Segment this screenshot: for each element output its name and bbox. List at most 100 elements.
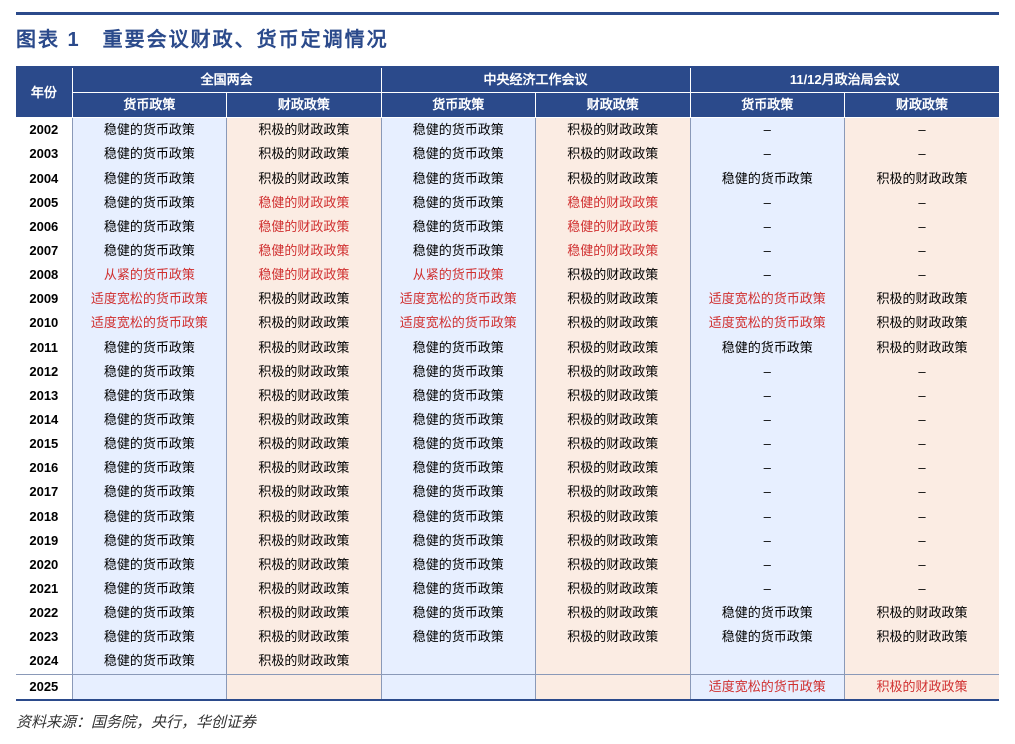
monetary-cell: [381, 674, 535, 700]
sub-fiscal: 财政政策: [844, 93, 999, 118]
sub-monetary: 货币政策: [72, 93, 226, 118]
monetary-cell: –: [690, 480, 844, 504]
chart-title: 图表 1 重要会议财政、货币定调情况: [16, 29, 389, 51]
monetary-cell: 稳健的货币政策: [381, 360, 535, 384]
fiscal-cell: 积极的财政政策: [536, 577, 690, 601]
fiscal-cell: –: [844, 505, 999, 529]
monetary-cell: 稳健的货币政策: [381, 432, 535, 456]
monetary-cell: 稳健的货币政策: [690, 625, 844, 649]
monetary-cell: 稳健的货币政策: [381, 384, 535, 408]
fiscal-cell: 积极的财政政策: [227, 167, 381, 191]
fiscal-cell: 积极的财政政策: [536, 142, 690, 166]
table-row: 2025适度宽松的货币政策积极的财政政策: [16, 674, 999, 700]
group-lianghui: 全国两会: [72, 67, 381, 93]
table-row: 2009适度宽松的货币政策积极的财政政策适度宽松的货币政策积极的财政政策适度宽松…: [16, 287, 999, 311]
monetary-cell: 稳健的货币政策: [72, 529, 226, 553]
fiscal-cell: 积极的财政政策: [227, 336, 381, 360]
monetary-cell: 稳健的货币政策: [381, 142, 535, 166]
fiscal-cell: 积极的财政政策: [536, 287, 690, 311]
fiscal-cell: 积极的财政政策: [844, 167, 999, 191]
fiscal-cell: –: [844, 360, 999, 384]
year-cell: 2005: [16, 191, 72, 215]
year-cell: 2023: [16, 625, 72, 649]
fiscal-cell: 稳健的财政政策: [227, 263, 381, 287]
fiscal-cell: 积极的财政政策: [844, 336, 999, 360]
table-row: 2004稳健的货币政策积极的财政政策稳健的货币政策积极的财政政策稳健的货币政策积…: [16, 167, 999, 191]
monetary-cell: 从紧的货币政策: [72, 263, 226, 287]
table-header: 年份 全国两会 中央经济工作会议 11/12月政治局会议 货币政策 财政政策 货…: [16, 67, 999, 118]
monetary-cell: 适度宽松的货币政策: [690, 311, 844, 335]
monetary-cell: 稳健的货币政策: [72, 384, 226, 408]
fiscal-cell: –: [844, 480, 999, 504]
year-cell: 2010: [16, 311, 72, 335]
year-cell: 2012: [16, 360, 72, 384]
fiscal-cell: 积极的财政政策: [844, 601, 999, 625]
fiscal-cell: 积极的财政政策: [536, 456, 690, 480]
fiscal-cell: –: [844, 384, 999, 408]
year-cell: 2025: [16, 674, 72, 700]
fiscal-cell: 积极的财政政策: [844, 287, 999, 311]
monetary-cell: 稳健的货币政策: [72, 118, 226, 143]
fiscal-cell: 积极的财政政策: [227, 384, 381, 408]
table-row: 2020稳健的货币政策积极的财政政策稳健的货币政策积极的财政政策––: [16, 553, 999, 577]
fiscal-cell: 稳健的财政政策: [227, 215, 381, 239]
sub-monetary: 货币政策: [381, 93, 535, 118]
fiscal-cell: –: [844, 263, 999, 287]
year-cell: 2024: [16, 649, 72, 674]
monetary-cell: 稳健的货币政策: [72, 649, 226, 674]
monetary-cell: 稳健的货币政策: [381, 336, 535, 360]
fiscal-cell: 积极的财政政策: [536, 360, 690, 384]
table-row: 2018稳健的货币政策积极的财政政策稳健的货币政策积极的财政政策––: [16, 505, 999, 529]
fiscal-cell: 积极的财政政策: [227, 649, 381, 674]
monetary-cell: 稳健的货币政策: [381, 239, 535, 263]
monetary-cell: 稳健的货币政策: [72, 239, 226, 263]
monetary-cell: 稳健的货币政策: [381, 577, 535, 601]
monetary-cell: –: [690, 529, 844, 553]
monetary-cell: –: [690, 456, 844, 480]
fiscal-cell: –: [844, 408, 999, 432]
monetary-cell: 稳健的货币政策: [72, 408, 226, 432]
table-row: 2017稳健的货币政策积极的财政政策稳健的货币政策积极的财政政策––: [16, 480, 999, 504]
fiscal-cell: [227, 674, 381, 700]
table-row: 2015稳健的货币政策积极的财政政策稳健的货币政策积极的财政政策––: [16, 432, 999, 456]
fiscal-cell: 积极的财政政策: [227, 360, 381, 384]
monetary-cell: –: [690, 263, 844, 287]
fiscal-cell: 积极的财政政策: [227, 311, 381, 335]
monetary-cell: 稳健的货币政策: [381, 480, 535, 504]
monetary-cell: –: [690, 239, 844, 263]
fiscal-cell: –: [844, 191, 999, 215]
year-cell: 2019: [16, 529, 72, 553]
fiscal-cell: 积极的财政政策: [227, 529, 381, 553]
year-cell: 2003: [16, 142, 72, 166]
year-cell: 2020: [16, 553, 72, 577]
monetary-cell: 适度宽松的货币政策: [381, 311, 535, 335]
fiscal-cell: 积极的财政政策: [536, 480, 690, 504]
fiscal-cell: 积极的财政政策: [844, 311, 999, 335]
year-cell: 2014: [16, 408, 72, 432]
year-cell: 2022: [16, 601, 72, 625]
year-cell: 2007: [16, 239, 72, 263]
year-cell: 2021: [16, 577, 72, 601]
monetary-cell: 稳健的货币政策: [72, 336, 226, 360]
monetary-cell: 稳健的货币政策: [381, 553, 535, 577]
fiscal-cell: 稳健的财政政策: [227, 191, 381, 215]
year-cell: 2018: [16, 505, 72, 529]
fiscal-cell: –: [844, 215, 999, 239]
fiscal-cell: –: [844, 456, 999, 480]
table-row: 2006稳健的货币政策稳健的财政政策稳健的货币政策稳健的财政政策––: [16, 215, 999, 239]
monetary-cell: 稳健的货币政策: [72, 432, 226, 456]
fiscal-cell: 积极的财政政策: [536, 408, 690, 432]
monetary-cell: 适度宽松的货币政策: [72, 311, 226, 335]
year-cell: 2002: [16, 118, 72, 143]
year-cell: 2013: [16, 384, 72, 408]
fiscal-cell: [536, 649, 690, 674]
monetary-cell: 从紧的货币政策: [381, 263, 535, 287]
fiscal-cell: 积极的财政政策: [536, 529, 690, 553]
table-row: 2008从紧的货币政策稳健的财政政策从紧的货币政策积极的财政政策––: [16, 263, 999, 287]
fiscal-cell: 积极的财政政策: [227, 480, 381, 504]
table-row: 2010适度宽松的货币政策积极的财政政策适度宽松的货币政策积极的财政政策适度宽松…: [16, 311, 999, 335]
monetary-cell: –: [690, 553, 844, 577]
table-row: 2005稳健的货币政策稳健的财政政策稳健的货币政策稳健的财政政策––: [16, 191, 999, 215]
monetary-cell: 稳健的货币政策: [690, 336, 844, 360]
monetary-cell: [72, 674, 226, 700]
